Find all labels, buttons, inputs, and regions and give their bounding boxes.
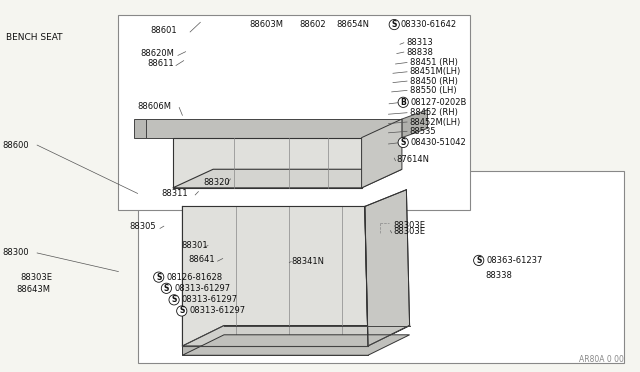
Text: 88606M: 88606M	[138, 102, 172, 110]
Polygon shape	[173, 169, 402, 188]
Text: 08430-51042: 08430-51042	[411, 138, 467, 147]
Text: 88301: 88301	[181, 241, 208, 250]
Bar	[138, 171, 624, 363]
Text: 88643M: 88643M	[16, 285, 50, 294]
Text: 88611: 88611	[147, 60, 174, 68]
Text: 88451 (RH): 88451 (RH)	[410, 58, 458, 67]
Text: 88303E: 88303E	[20, 273, 52, 282]
Polygon shape	[182, 335, 410, 355]
Text: 88603M: 88603M	[250, 20, 284, 29]
Text: 88305: 88305	[129, 222, 156, 231]
Text: S: S	[392, 20, 397, 29]
Text: 88451M(LH): 88451M(LH)	[410, 67, 461, 76]
Polygon shape	[182, 326, 410, 346]
Text: S: S	[164, 284, 169, 293]
Text: 88311: 88311	[161, 189, 188, 198]
Text: 88313: 88313	[406, 38, 433, 47]
Text: 88452 (RH): 88452 (RH)	[410, 108, 458, 117]
Text: S: S	[172, 295, 177, 304]
Text: 88601: 88601	[150, 26, 177, 35]
Text: 88600: 88600	[2, 141, 29, 150]
Text: 88602: 88602	[300, 20, 326, 29]
Text: 88320: 88320	[203, 178, 230, 187]
Text: 88620M: 88620M	[141, 49, 175, 58]
Text: 88303E: 88303E	[393, 221, 425, 230]
Text: BENCH SEAT: BENCH SEAT	[6, 33, 63, 42]
Text: 88550 (LH): 88550 (LH)	[410, 86, 456, 95]
Text: S: S	[476, 256, 481, 265]
Text: 88838: 88838	[406, 48, 433, 57]
Text: 88338: 88338	[485, 271, 512, 280]
Text: 08126-81628: 08126-81628	[166, 273, 223, 282]
Polygon shape	[134, 119, 146, 138]
Text: 88641: 88641	[189, 255, 216, 264]
Text: 88535: 88535	[410, 127, 436, 136]
Polygon shape	[173, 138, 362, 188]
Text: 88452M(LH): 88452M(LH)	[410, 118, 461, 126]
Text: B: B	[401, 98, 406, 107]
Text: 08313-61297: 08313-61297	[182, 295, 238, 304]
Polygon shape	[365, 190, 410, 346]
Polygon shape	[402, 110, 428, 138]
Text: 08363-61237: 08363-61237	[486, 256, 543, 265]
Text: 08127-0202B: 08127-0202B	[411, 98, 467, 107]
Text: 88450 (RH): 88450 (RH)	[410, 77, 458, 86]
Polygon shape	[182, 346, 368, 355]
Text: S: S	[156, 273, 161, 282]
Text: 88654N: 88654N	[336, 20, 369, 29]
Text: 08330-61642: 08330-61642	[401, 20, 457, 29]
Polygon shape	[362, 119, 402, 188]
Text: 88303E: 88303E	[393, 227, 425, 236]
Text: 88341N: 88341N	[291, 257, 324, 266]
Text: S: S	[179, 307, 184, 315]
Text: 87614N: 87614N	[397, 155, 430, 164]
Text: 08313-61297: 08313-61297	[174, 284, 230, 293]
Text: S: S	[401, 138, 406, 147]
Polygon shape	[182, 206, 368, 346]
Polygon shape	[146, 119, 402, 138]
Text: AR80A 0 00: AR80A 0 00	[579, 355, 624, 364]
Text: 08313-61297: 08313-61297	[189, 307, 246, 315]
Text: 88300: 88300	[2, 248, 29, 257]
Bar	[118, 15, 470, 210]
